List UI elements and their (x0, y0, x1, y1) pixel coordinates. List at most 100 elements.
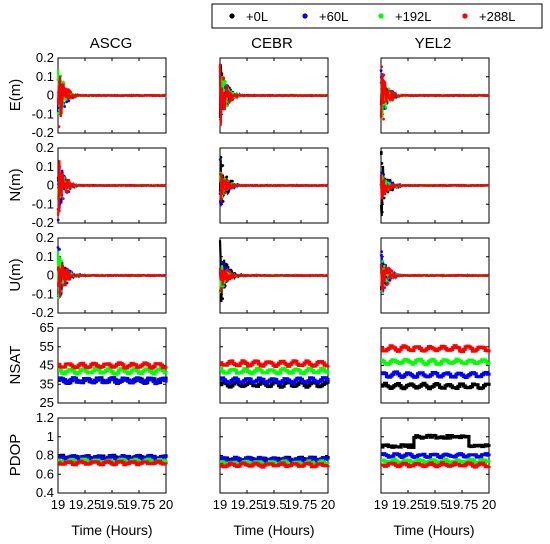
y-tick-label: 35 (40, 376, 54, 391)
series-line-+60L (381, 370, 491, 379)
series-line-+288L (379, 263, 490, 291)
y-tick-label: 0.1 (36, 249, 54, 264)
series-point-+288L (66, 268, 70, 271)
series-point-+0L (380, 161, 384, 165)
panel-CEBR-U(m) (218, 237, 329, 314)
series-point-+288L (56, 268, 60, 272)
legend-label-0: +0L (246, 9, 268, 24)
y-tick-label: 0.2 (36, 140, 54, 155)
series-point-+288L (220, 190, 224, 194)
series-point-+0L (379, 152, 383, 156)
panel-YEL2-U(m) (379, 237, 490, 314)
series-point-+288L (61, 197, 65, 201)
series-point-+288L (226, 95, 230, 99)
series-line-+192L (381, 457, 491, 465)
series-point-+288L (223, 191, 227, 195)
series-line-+0L (381, 381, 491, 391)
series-point-+288L (223, 187, 227, 191)
series-point-+288L (218, 172, 222, 176)
y-tick-label: 0.8 (36, 448, 54, 463)
series-point-+288L (63, 182, 66, 186)
series-line-+192L (58, 366, 168, 376)
series-point-+288L (380, 65, 383, 69)
series-point-+60L (379, 69, 383, 73)
series-point-+288L (62, 283, 66, 287)
y-tick-label: -0.1 (32, 196, 54, 211)
legend-marker-1 (302, 13, 308, 19)
series-point-+60L (225, 265, 229, 269)
series-point-+288L (225, 178, 229, 182)
series-line-+288L (381, 461, 491, 469)
series-line-+288L (218, 267, 329, 286)
legend-label-2: +192L (395, 9, 432, 24)
panel-grid: 0.20.10-0.1-0.20.20.10-0.1-0.20.20.10-0.… (32, 50, 497, 512)
panel-CEBR-E(m) (218, 57, 329, 134)
series-point-+288L (68, 277, 71, 281)
series-point-+288L (57, 80, 61, 84)
series-point-+288L (220, 197, 224, 201)
series-point-+60L (67, 99, 71, 103)
panel-CEBR-NSAT (219, 327, 330, 404)
series-point-+0L (219, 156, 223, 159)
series-line-+60L (58, 376, 168, 386)
series-point-+288L (58, 98, 61, 102)
series-line-+288L (381, 344, 491, 354)
series-point-+60L (222, 262, 226, 266)
series-point-+0L (382, 196, 386, 200)
x-axis-label-2: Time (Hours) (393, 522, 474, 538)
series-line-+60L (58, 454, 168, 462)
x-tick-label: 19.75 (123, 497, 156, 512)
column-title-0: ASCG (90, 35, 133, 52)
series-line-+288L (56, 261, 167, 298)
series-line-+192L (381, 357, 491, 367)
legend-entry-1: +60L (302, 9, 348, 24)
y-tick-label: 1.2 (36, 410, 54, 425)
series-point-+288L (220, 287, 223, 290)
series-point-+288L (64, 87, 68, 91)
series-point-+288L (60, 88, 64, 92)
y-tick-label: -0.2 (32, 305, 54, 320)
row-ylabel-0: E(m) (7, 79, 24, 112)
x-tick-label: 20 (321, 497, 335, 512)
series-point-+288L (67, 89, 71, 92)
legend: +0L +60L +192L +288L (211, 3, 543, 29)
series-point-+192L (387, 87, 391, 91)
series-point-+288L (389, 187, 392, 191)
x-tick-label: 19.5 (422, 497, 447, 512)
y-tick-label: -0.2 (32, 125, 54, 140)
series-point-+288L (380, 183, 384, 187)
series-line-+288L (56, 75, 167, 118)
row-ylabel-4: PDOP (7, 434, 24, 477)
series-line-+0L (381, 433, 491, 449)
y-tick-label: 0.2 (36, 50, 54, 65)
y-tick-label: 65 (40, 320, 54, 335)
series-point-+288L (65, 191, 69, 194)
series-point-+60L (218, 158, 222, 162)
column-title-1: CEBR (251, 35, 293, 52)
series-line-+288L (58, 361, 168, 370)
series-point-+192L (58, 256, 62, 260)
x-tick-label: 20 (159, 497, 173, 512)
x-tick-label: 19.5 (261, 497, 286, 512)
series-point-+288L (385, 270, 388, 274)
series-point-+288L (387, 95, 390, 99)
y-tick-label: 0.4 (36, 485, 54, 500)
series-point-+288L (386, 281, 390, 285)
x-tick-label: 19.25 (392, 497, 425, 512)
series-point-+288L (60, 97, 64, 100)
series-point-+192L (61, 80, 65, 84)
series-point-+0L (231, 179, 234, 183)
series-point-+288L (68, 187, 72, 191)
series-point-+60L (388, 278, 392, 282)
x-axis-label-1: Time (Hours) (233, 522, 314, 538)
series-line-+60L (220, 376, 330, 385)
series-point-+288L (382, 189, 385, 193)
series-line-+288L (218, 63, 329, 126)
column-titles: ASCG CEBR YEL2 (90, 35, 452, 52)
series-line-+288L (56, 160, 167, 216)
series-point-+288L (227, 91, 230, 95)
panel-ASCG-E(m): 0.2 0.1 0 -0.1 -0.2 (32, 50, 167, 140)
y-tick-label: 0.1 (36, 69, 54, 84)
